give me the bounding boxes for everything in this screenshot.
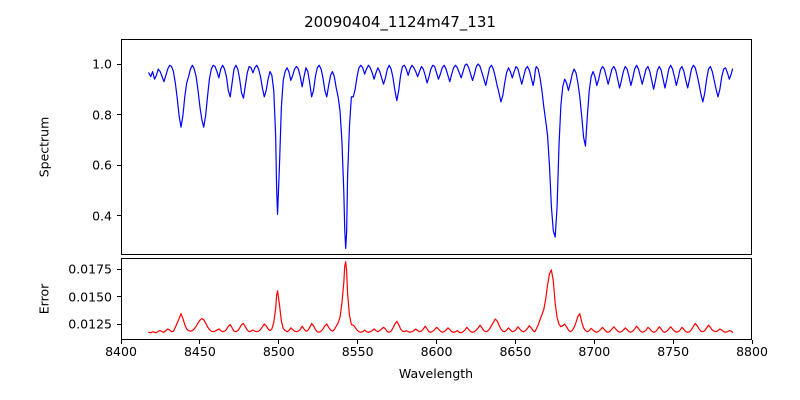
spectrum-y-axis-label: Spectrum [36,116,52,178]
spectrum-plot-panel [121,39,752,255]
error-data-line [148,261,734,334]
spectrum-ytick-mark [117,164,121,166]
x-tick-mark [120,340,122,344]
error-ytick-label: 0.0175 [68,261,112,277]
spectrum-ytick-label: 1.0 [92,56,112,72]
x-tick-label: 8400 [105,344,137,359]
error-ytick-mark [117,323,121,325]
x-tick-label: 8650 [499,344,532,359]
x-tick-label: 8450 [183,344,216,359]
x-tick-label: 8550 [341,344,374,359]
error-ytick-label: 0.0125 [68,316,112,332]
x-tick-mark [514,340,516,344]
spectrum-line-series [148,63,734,250]
x-tick-mark [751,340,753,344]
spectrum-ytick-label: 0.6 [92,157,112,173]
figure-title: 20090404_1124m47_131 [304,13,496,31]
x-tick-mark [278,340,280,344]
x-tick-label: 8800 [736,344,768,359]
error-y-axis-label: Error [36,283,52,315]
x-tick-label: 8750 [657,344,690,359]
spectrum-ytick-mark [117,215,121,217]
x-tick-mark [672,340,674,344]
x-tick-mark [593,340,595,344]
error-ytick-mark [117,268,121,271]
error-ytick-label: 0.0150 [68,289,112,305]
spectrum-ytick-label: 0.4 [92,208,112,224]
x-tick-mark [357,340,359,344]
spectrum-ytick-label: 0.8 [92,107,112,123]
x-tick-label: 8600 [420,344,453,359]
spectrum-data-line [148,63,734,250]
error-plot-panel [121,258,752,340]
spectrum-ytick-mark [117,114,121,116]
x-tick-label: 8500 [262,344,295,359]
error-ytick-mark [117,296,121,298]
x-tick-label: 8700 [578,344,611,359]
error-line-series [148,261,734,334]
x-axis-label: Wavelength [398,366,474,381]
spectrum-ytick-mark [117,63,121,65]
x-tick-mark [436,340,438,344]
x-tick-mark [199,340,201,344]
